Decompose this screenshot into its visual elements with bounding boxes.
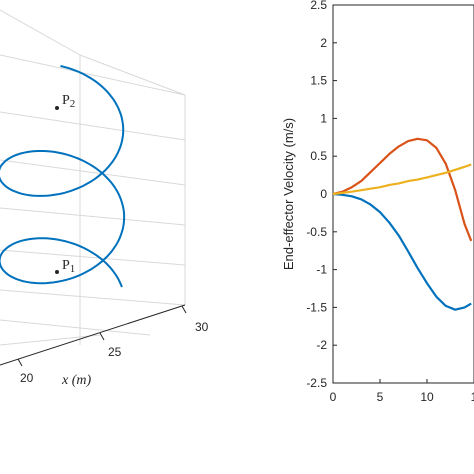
- x-tick-label: 30: [195, 320, 209, 334]
- x-tick-label: 5: [377, 390, 384, 404]
- x-tick-label: 25: [108, 345, 122, 359]
- velocity-series: [332, 137, 473, 311]
- x-tick-label: 1: [471, 390, 474, 404]
- series-line-2: [332, 137, 473, 242]
- 3d-grid: [0, 9, 186, 346]
- x-tick: [181, 305, 187, 314]
- y-tick-label: 2.5: [310, 0, 327, 12]
- 3d-x-axis: [0, 304, 187, 367]
- y-axis-label: End-effector Velocity (m/s): [281, 118, 296, 270]
- x-ticks: 0 5 10 1: [330, 379, 474, 404]
- x-tick-label: 10: [420, 390, 434, 404]
- x-tick: [99, 332, 105, 341]
- grid-line: [0, 319, 151, 336]
- point-label: P2: [62, 93, 75, 110]
- y-tick-label: 0: [320, 187, 327, 201]
- y-tick-label: -1.5: [306, 300, 327, 314]
- y-tick-label: 1: [320, 111, 327, 125]
- y-tick-label: -2.5: [306, 376, 327, 390]
- y-tick-label: -0.5: [306, 225, 327, 239]
- point-marker: [55, 270, 59, 274]
- grid-line: [0, 111, 186, 141]
- point-p1: P1: [55, 258, 75, 275]
- grid-line: [0, 159, 186, 186]
- x-axis-line: [0, 304, 186, 366]
- grid-line: [0, 249, 186, 266]
- x-tick: [17, 358, 23, 367]
- point-marker: [55, 106, 59, 110]
- helix-3d-plot: 20 25 30 x (m) P2 P1: [0, 9, 209, 388]
- grid-line: [79, 54, 186, 96]
- y-tick-label: -1: [316, 263, 327, 277]
- point-label: P1: [62, 258, 75, 275]
- grid-line: [0, 334, 101, 346]
- grid-line: [0, 9, 81, 56]
- point-p2: P2: [55, 93, 75, 110]
- x-axis-label: x (m): [61, 373, 91, 388]
- y-tick-label: 0.5: [310, 149, 327, 163]
- grid-line: [0, 207, 186, 226]
- grid-line: [0, 289, 186, 306]
- x-tick-label: 20: [20, 371, 34, 385]
- velocity-plot: 2.5 2 1.5 1 0.5 0 -0.5 -1 -1.5 -2 -2.5 0 5 10 1 End-e…: [281, 0, 474, 404]
- series-line-1: [332, 192, 472, 311]
- helix-series-line: [0, 65, 126, 288]
- y-ticks: 2.5 2 1.5 1 0.5 0 -0.5 -1 -1.5 -2 -2.5: [306, 0, 337, 390]
- y-tick-label: -2: [316, 338, 327, 352]
- plot-frame: [332, 4, 474, 384]
- series-line-3: [332, 163, 472, 196]
- x-tick-label: 0: [330, 390, 337, 404]
- y-tick-label: 1.5: [310, 74, 327, 88]
- y-tick-label: 2: [320, 36, 327, 50]
- grid-line: [0, 54, 186, 96]
